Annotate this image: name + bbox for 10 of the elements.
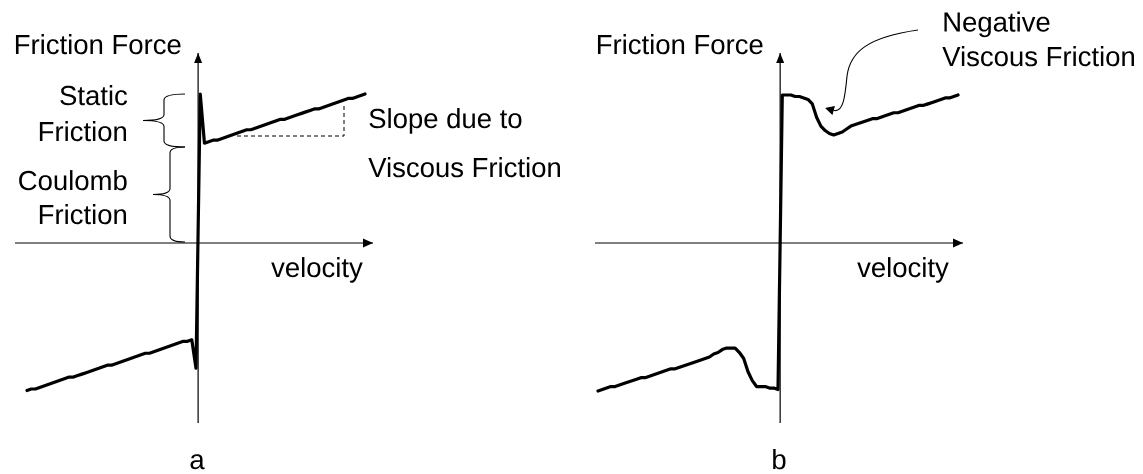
x-axis-title: velocity [857,257,949,283]
y-axis-title: Friction Force [15,34,181,55]
text: Negative Viscous Friction [942,11,1134,67]
x-axis-title: velocity [271,257,363,283]
text: a [190,454,205,470]
y-axis-title: Friction Force [597,34,763,55]
annotation: Slope due to Viscous Friction [368,108,560,178]
annotation: Coulomb Friction [19,170,127,225]
text: b [773,449,786,470]
annotation: Static Friction [39,85,128,142]
